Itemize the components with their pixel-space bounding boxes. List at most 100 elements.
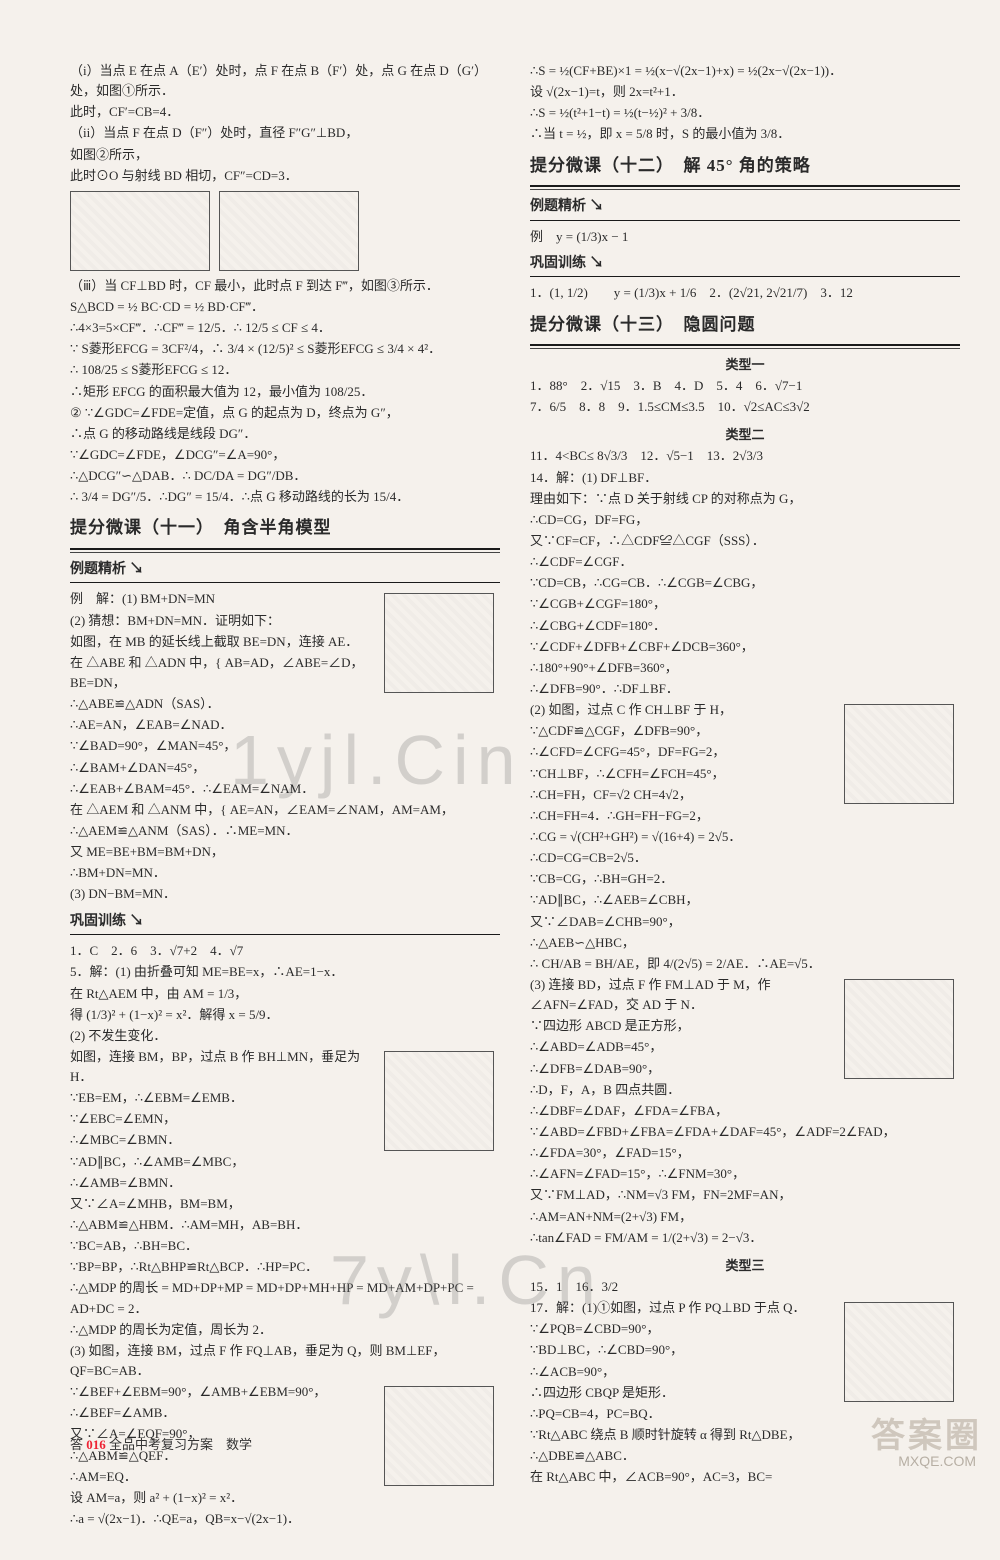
subheading-example: 例题精析 ↘ bbox=[70, 559, 500, 581]
body-text: ∴∠CDF=∠CGF． bbox=[530, 552, 960, 572]
body-text: ∵AD∥BC，∴∠AMB=∠MBC， bbox=[70, 1152, 500, 1172]
body-text: ∵AD∥BC，∴∠AEB=∠CBH， bbox=[530, 890, 960, 910]
body-text: 5．解：(1) 由折叠可知 ME=BE=x，∴AE=1−x． bbox=[70, 962, 500, 982]
body-text: 又∵CF=CF，∴△CDF≌△CGF（SSS）． bbox=[530, 531, 960, 551]
body-text: ∴当 t = ½，即 x = 5/8 时，S 的最小值为 3/8． bbox=[530, 124, 960, 144]
body-text: ∴∠BAM+∠DAN=45°， bbox=[70, 758, 500, 778]
body-text: 此时⊙O 与射线 BD 相切，CF″=CD=3． bbox=[70, 166, 500, 186]
type-heading-1: 类型一 bbox=[530, 355, 960, 375]
body-text: ∴ CH/AB = BH/AE，即 4/(2√5) = 2/AE．∴AE=√5． bbox=[530, 954, 960, 974]
corner-brand: 答案圈 bbox=[871, 1408, 982, 1457]
body-text: ∴CH=FH=4．∴GH=FH−FG=2， bbox=[530, 806, 960, 826]
body-text: 又∵∠DAB=∠CHB=90°， bbox=[530, 912, 960, 932]
book-title: 全品中考复习方案 数学 bbox=[109, 1437, 252, 1452]
subheading-example: 例题精析 ↘ bbox=[530, 196, 960, 218]
body-text: 又∵∠A=∠MHB，BM=BM， bbox=[70, 1194, 500, 1214]
body-text: 例 y = (1/3)x − 1 bbox=[530, 227, 960, 247]
body-text: ∵∠CGB+∠CGF=180°， bbox=[530, 594, 960, 614]
answer-line: 1．88° 2．√15 3．B 4．D 5．4 6．√7−1 bbox=[530, 376, 960, 396]
geometry-diagram bbox=[844, 979, 954, 1079]
page: （i）当点 E 在点 A（E′）处时，点 F 在点 B（F′）处，点 G 在点 … bbox=[0, 0, 1000, 1560]
body-text: ∵ S菱形EFCG = 3CF²/4，∴ 3/4 × (12/5)² ≤ S菱形… bbox=[70, 339, 500, 359]
body-text: ∴∠FDA=30°，∠FAD=15°， bbox=[530, 1143, 960, 1163]
body-text: 在 Rt△AEM 中，由 AM = 1/3， bbox=[70, 984, 500, 1004]
body-text: ∴∠AFN=∠FAD=15°，∴∠FNM=30°， bbox=[530, 1164, 960, 1184]
body-text: 在 △AEM 和 △ANM 中，{ AE=AN，∠EAM=∠NAM，AM=AM， bbox=[70, 800, 500, 820]
divider bbox=[70, 548, 500, 553]
body-text: ∴∠DFB=90°．∴DF⊥BF． bbox=[530, 679, 960, 699]
body-text: ∴ 108/25 ≤ S菱形EFCG ≤ 12． bbox=[70, 360, 500, 380]
geometry-diagram bbox=[384, 1051, 494, 1151]
body-text: ∴AE=AN，∠EAB=∠NAD． bbox=[70, 715, 500, 735]
body-text: 理由如下：∵点 D 关于射线 CP 的对称点为 G， bbox=[530, 489, 960, 509]
left-column: （i）当点 E 在点 A（E′）处时，点 F 在点 B（F′）处，点 G 在点 … bbox=[70, 60, 500, 1530]
body-text: 14．解：(1) DF⊥BF． bbox=[530, 468, 960, 488]
body-text: ∴CD=CG=CB=2√5． bbox=[530, 848, 960, 868]
body-text: ∵∠BAD=90°，∠MAN=45°， bbox=[70, 736, 500, 756]
body-text: ∵∠GDC=∠FDE，∠DCG″=∠A=90°， bbox=[70, 445, 500, 465]
body-text: 得 (1/3)² + (1−x)² = x²．解得 x = 5/9． bbox=[70, 1005, 500, 1025]
body-text: ∴ 3/4 = DG″/5．∴DG″ = 15/4．∴点 G 移动路线的长为 1… bbox=[70, 487, 500, 507]
body-text: 又 ME=BE+BM=BM+DN， bbox=[70, 842, 500, 862]
body-text: ∴∠DBF=∠DAF，∠FDA=∠FBA， bbox=[530, 1101, 960, 1121]
body-text: ∴△DCG″∽△DAB．∴ DC/DA = DG″/DB． bbox=[70, 466, 500, 486]
body-text: ∴D，F，A，B 四点共圆． bbox=[530, 1080, 960, 1100]
body-text: ② ∵∠GDC=∠FDE=定值，点 G 的起点为 D，终点为 G″， bbox=[70, 403, 500, 423]
answer-line: 7．6/5 8．8 9．1.5≤CM≤3.5 10．√2≤AC≤3√2 bbox=[530, 397, 960, 417]
body-text: （i）当点 E 在点 A（E′）处时，点 F 在点 B（F′）处，点 G 在点 … bbox=[70, 61, 500, 101]
body-text: 在 Rt△ABC 中，∠ACB=90°，AC=3，BC= bbox=[530, 1467, 960, 1487]
body-text: ∵BP=BP，∴Rt△BHP≌Rt△BCP．∴HP=PC． bbox=[70, 1257, 500, 1277]
body-text: ∴点 G 的移动路线是线段 DG″． bbox=[70, 424, 500, 444]
body-text: ∴∠CBG+∠CDF=180°． bbox=[530, 616, 960, 636]
footer-label: 答 bbox=[70, 1437, 83, 1452]
section-heading-11: 提分微课（十一） 角含半角模型 bbox=[70, 515, 500, 543]
continuation-block: ∴S = ½(CF+BE)×1 = ½(x−√(2x−1)+x) = ½(2x−… bbox=[530, 61, 960, 145]
body-text: ∴∠AMB=∠BMN． bbox=[70, 1173, 500, 1193]
divider bbox=[530, 185, 960, 190]
answer-line: 1．C 2．6 3．√7+2 4．√7 bbox=[70, 941, 500, 961]
divider bbox=[530, 220, 960, 221]
problem-14-block: 14．解：(1) DF⊥BF． 理由如下：∵点 D 关于射线 CP 的对称点为 … bbox=[530, 468, 960, 1248]
page-footer: 答 016 全品中考复习方案 数学 bbox=[70, 1434, 252, 1453]
body-text: ∴BM+DN=MN． bbox=[70, 863, 500, 883]
body-text: ∴tan∠FAD = FM/AM = 1/(2+√3) = 2−√3． bbox=[530, 1228, 960, 1248]
answer-line: 11．4<BC≤ 8√3/3 12．√5−1 13．2√3/3 bbox=[530, 446, 960, 466]
body-text: ∴△ABE≌△ADN（SAS）． bbox=[70, 694, 500, 714]
body-text: ∴S = ½(CF+BE)×1 = ½(x−√(2x−1)+x) = ½(2x−… bbox=[530, 61, 960, 81]
body-text: ∴CG = √(CH²+GH²) = √(16+4) = 2√5． bbox=[530, 827, 960, 847]
geometry-diagram bbox=[219, 191, 359, 271]
divider bbox=[530, 276, 960, 277]
body-text: ∵∠CDF+∠DFB+∠CBF+∠DCB=360°， bbox=[530, 637, 960, 657]
divider bbox=[530, 344, 960, 349]
body-text: （ⅲ）当 CF⊥BD 时，CF 最小，此时点 F 到达 F‴，如图③所示． bbox=[70, 276, 500, 296]
body-text: S△BCD = ½ BC·CD = ½ BD·CF‴． bbox=[70, 297, 500, 317]
body-text: ∴△ABM≌△HBM．∴AM=MH，AB=BH． bbox=[70, 1215, 500, 1235]
body-text: ∴AM=AN+NM=(2+√3) FM， bbox=[530, 1207, 960, 1227]
intro-block: （i）当点 E 在点 A（E′）处时，点 F 在点 B（F′）处，点 G 在点 … bbox=[70, 61, 500, 507]
body-text: ∴△MDP 的周长为定值，周长为 2． bbox=[70, 1320, 500, 1340]
geometry-diagram bbox=[844, 704, 954, 804]
body-text: 设 AM=a，则 a² + (1−x)² = x²． bbox=[70, 1488, 500, 1508]
body-text: 设 √(2x−1)=t，则 2x=t²+1． bbox=[530, 82, 960, 102]
geometry-diagram bbox=[384, 593, 494, 693]
body-text: (2) 不发生变化． bbox=[70, 1026, 500, 1046]
body-text: ∵CB=CG，∴BH=GH=2． bbox=[530, 869, 960, 889]
answer-line: 15．1 16．3/2 bbox=[530, 1277, 960, 1297]
figure-row bbox=[70, 187, 500, 275]
problem-17-block: 17．解：(1)①如图，过点 P 作 PQ⊥BD 于点 Q． ∵∠PQB=∠CB… bbox=[530, 1298, 960, 1487]
answer-line: 1．(1, 1/2) y = (1/3)x + 1/6 2．(2√21, 2√2… bbox=[530, 283, 960, 303]
body-text: ∴△AEM≌△ANM（SAS）．∴ME=MN． bbox=[70, 821, 500, 841]
body-text: 如图②所示， bbox=[70, 145, 500, 165]
example-block: 例 解：(1) BM+DN=MN (2) 猜想：BM+DN=MN．证明如下： 如… bbox=[70, 589, 500, 904]
body-text: (3) DN−BM=MN． bbox=[70, 884, 500, 904]
body-text: ∴S = ½(t²+1−t) = ½(t−½)² + 3/8． bbox=[530, 103, 960, 123]
body-text: ∵CD=CB，∴CG=CB．∴∠CGB=∠CBG， bbox=[530, 573, 960, 593]
body-text: ∴a = √(2x−1)．∴QE=a，QB=x−√(2x−1)． bbox=[70, 1509, 500, 1529]
section-heading-13: 提分微课（十三） 隐圆问题 bbox=[530, 312, 960, 340]
corner-site: MXQE.COM bbox=[898, 1453, 976, 1469]
page-number: 016 bbox=[86, 1437, 106, 1452]
body-text: 此时，CF′=CB=4． bbox=[70, 102, 500, 122]
body-text: （ii）当点 F 在点 D（F″）处时，直径 F″G″⊥BD， bbox=[70, 123, 500, 143]
type-heading-2: 类型二 bbox=[530, 425, 960, 445]
body-text: ∴∠EAB+∠BAM=45°．∴∠EAM=∠NAM． bbox=[70, 779, 500, 799]
